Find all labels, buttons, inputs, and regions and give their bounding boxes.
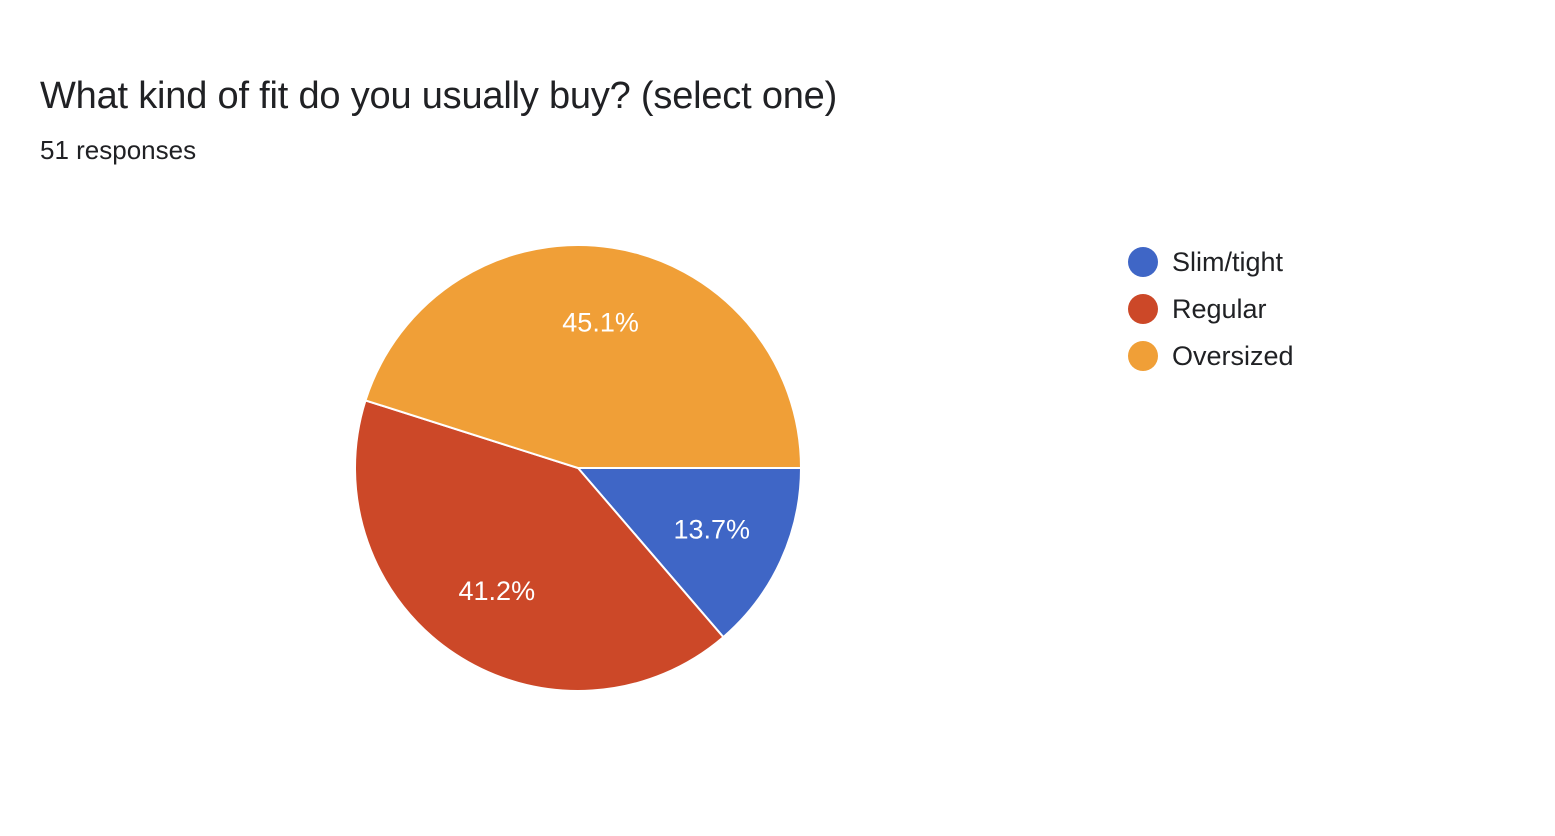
response-count: 51 responses (40, 135, 197, 165)
slice-label: 41.2% (459, 576, 536, 606)
legend-swatch (1128, 293, 1158, 324)
pie-slice-oversized[interactable] (364, 244, 803, 469)
pie-slice-regular[interactable] (354, 399, 725, 692)
pie-slice-slim-tight[interactable] (575, 467, 803, 639)
legend-label: Slim/tight (1172, 246, 1284, 277)
question-title: What kind of fit do you usually buy? (se… (40, 75, 838, 117)
legend-swatch (1128, 340, 1158, 371)
legend-item[interactable]: Regular (1128, 285, 1294, 332)
legend-label: Regular (1172, 293, 1267, 324)
legend-swatch (1128, 246, 1158, 277)
legend-item[interactable]: Slim/tight (1128, 238, 1294, 285)
slice-label: 45.1% (562, 308, 639, 338)
legend-label: Oversized (1172, 340, 1294, 371)
chart-legend: Slim/tight Regular Oversized (1128, 238, 1294, 379)
slice-label: 13.7% (673, 514, 750, 544)
legend-item[interactable]: Oversized (1128, 332, 1294, 379)
